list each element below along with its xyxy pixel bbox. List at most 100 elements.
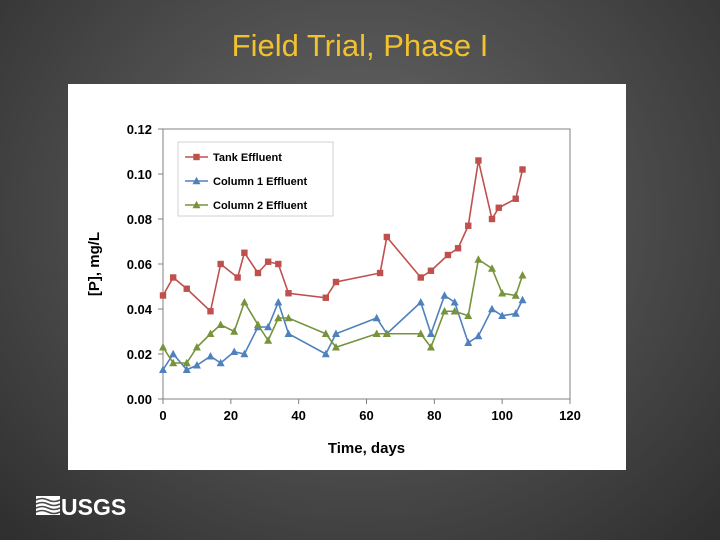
series-2-point — [372, 329, 381, 337]
x-tick-label: 80 — [427, 408, 441, 423]
series-2-point — [382, 329, 391, 337]
series-2-point — [230, 327, 239, 335]
legend-entry: Tank Effluent — [213, 152, 282, 164]
series-2-point — [450, 307, 459, 315]
series-2-point — [274, 313, 283, 322]
series-0-point — [264, 258, 272, 265]
usgs-logo: USGS — [35, 490, 131, 525]
y-tick-label: 0.08 — [127, 212, 152, 227]
series-1-point — [518, 295, 527, 304]
x-tick-label: 120 — [559, 408, 581, 423]
series-1-point — [511, 309, 520, 317]
series-1-point — [240, 349, 249, 358]
series-2-point — [464, 311, 473, 319]
series-2-point — [474, 255, 483, 263]
y-tick-label: 0.12 — [127, 122, 152, 137]
series-2-point — [440, 307, 449, 315]
usgs-wave-icon — [35, 496, 61, 515]
series-0-point — [444, 251, 452, 259]
series-0-point — [383, 233, 391, 241]
series-1-point — [440, 291, 449, 299]
series-0-point — [488, 215, 496, 223]
series-1-point — [169, 349, 178, 358]
phosphorus-line-chart: 0.00 0.02 0.04 0.06 0.08 0.10 0.12 0 20 40 60 80 100… — [86, 122, 581, 457]
series-2-point — [331, 343, 340, 351]
series-0-point — [519, 166, 526, 173]
series-0-point — [217, 260, 224, 268]
series-2-point — [416, 329, 425, 337]
series-2-point — [426, 343, 435, 351]
series-line-2 — [162, 258, 524, 364]
series-0-point — [275, 260, 282, 268]
x-tick-label: 40 — [291, 408, 305, 423]
y-tick-label: 0.02 — [127, 347, 152, 362]
series-2-point — [216, 320, 225, 328]
series-2-point — [518, 271, 527, 279]
x-tick-label: 100 — [491, 408, 513, 423]
series-1-point — [192, 361, 201, 369]
series-2-point — [240, 298, 249, 306]
series-2-point — [159, 343, 167, 351]
series-1-point — [416, 298, 425, 306]
series-1-point — [206, 352, 215, 360]
series-1-point — [498, 311, 507, 319]
series-0-point — [454, 245, 462, 252]
slide-title: Field Trial, Phase I — [231, 28, 489, 63]
series-0-point — [332, 278, 340, 286]
series-0-point — [427, 267, 435, 274]
legend-swatch-marker — [192, 176, 201, 185]
series-1-point — [230, 347, 239, 355]
series-2-point — [182, 358, 191, 367]
y-axis-label: [P], mg/L — [86, 232, 103, 296]
series-1-point — [331, 329, 340, 337]
y-tick-label: 0.06 — [127, 257, 152, 272]
series-0-point — [241, 249, 248, 256]
series-2-point — [284, 313, 293, 322]
series-0-point — [376, 269, 384, 277]
x-tick-label: 60 — [359, 408, 373, 423]
series-1-point — [372, 313, 381, 322]
series-1-point — [274, 298, 283, 306]
series-0-point — [495, 204, 502, 211]
legend-box — [177, 141, 334, 217]
series-1-point — [284, 329, 293, 337]
series-0-point — [234, 274, 241, 281]
series-0-point — [254, 269, 262, 277]
series-2-point — [511, 291, 520, 299]
legend-entry: Column 1 Effluent — [213, 176, 307, 188]
series-0-point — [159, 292, 167, 299]
series-0-point — [465, 222, 472, 229]
series-0-point — [417, 274, 424, 281]
series-line-1 — [162, 294, 524, 371]
y-tick-label: 0.00 — [127, 392, 152, 407]
series-0-point — [169, 274, 177, 281]
series-1-point — [216, 358, 225, 367]
series-1-point — [426, 329, 435, 337]
y-tick-label: 0.10 — [127, 167, 152, 182]
legend-entry: Column 2 Effluent — [213, 200, 307, 212]
series-0-point — [512, 195, 519, 202]
series-1-point — [321, 349, 330, 358]
series-2-point — [206, 329, 215, 337]
series-1-point — [487, 304, 496, 313]
series-2-point — [253, 320, 262, 328]
x-axis-label: Time, days — [328, 440, 405, 457]
series-1-point — [159, 365, 167, 373]
series-1-point — [464, 338, 473, 346]
x-tick-label: 0 — [159, 408, 166, 423]
series-0-point — [285, 290, 292, 297]
series-2-point — [487, 264, 496, 272]
series-0-point — [322, 294, 329, 301]
series-1-point — [264, 322, 273, 331]
series-2-point — [264, 336, 273, 344]
usgs-logo-text: USGS — [61, 494, 126, 520]
series-2-point — [498, 289, 507, 297]
series-2-point — [321, 329, 330, 337]
series-1-point — [450, 298, 459, 306]
series-2-point — [192, 343, 201, 351]
series-0-point — [207, 308, 214, 315]
chart-panel: 0.00 0.02 0.04 0.06 0.08 0.10 0.12 0 20 40 60 80 100… — [68, 84, 626, 470]
y-tick-label: 0.04 — [127, 302, 153, 317]
series-1-point — [182, 365, 191, 373]
legend-swatch-marker — [192, 200, 201, 209]
